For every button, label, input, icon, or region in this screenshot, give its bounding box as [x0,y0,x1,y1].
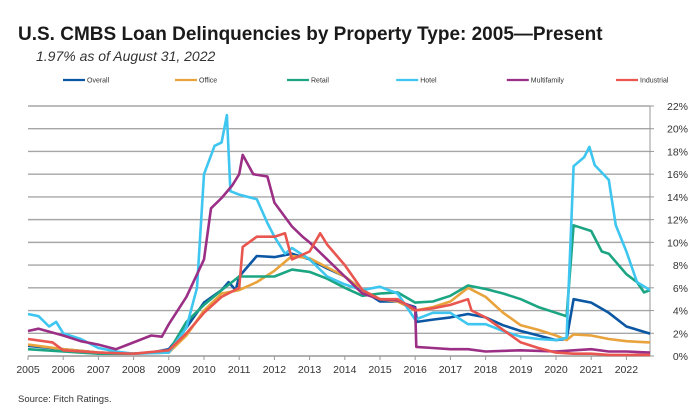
y-tick-label: 18% [667,146,688,158]
x-tick-label: 2015 [368,364,392,376]
legend-label-retail: Retail [311,78,329,85]
y-tick-label: 2% [673,328,688,340]
legend: Overall Office Retail Hotel Multifamily Indus… [63,78,669,85]
x-tick-label: 2014 [333,364,357,376]
x-tick-label: 2005 [16,364,40,376]
x-tick-label: 2007 [87,364,111,376]
legend-label-hotel: Hotel [420,78,437,85]
series-line-industrial [27,232,650,357]
y-tick-label: 22% [667,101,688,113]
legend-label-overall: Overall [87,78,110,85]
chart-subtitle: 1.97% as of August 31, 2022 [36,48,215,64]
chart-title: U.S. CMBS Loan Delinquencies by Property… [18,24,603,45]
x-tick-label: 2016 [404,364,428,376]
y-tick-label: 20% [667,124,688,136]
y-tick-label: 0% [673,351,688,363]
x-tick-label: 2008 [122,364,146,376]
x-tick-label: 2011 [228,364,251,376]
y-tick-label: 16% [667,169,688,181]
x-tick-label: 2020 [544,364,568,376]
y-tick-label: 12% [667,215,688,227]
x-tick-label: 2012 [263,364,287,376]
source-note: Source: Fitch Ratings. [18,394,111,405]
x-tick-label: 2013 [298,364,322,376]
x-tick-label: 2009 [157,364,181,376]
y-tick-label: 10% [667,237,688,249]
series-lines [27,113,651,357]
y-tick-label: 8% [673,260,688,272]
x-tick-label: 2017 [439,364,463,376]
x-tick-label: 2021 [580,364,604,376]
legend-label-industrial: Industrial [640,78,669,85]
x-axis: 2005 2006 2007 2008 2009 2010 2011 2012 2013 2014… [16,356,638,376]
y-tick-label: 4% [673,306,688,318]
x-tick-label: 2019 [509,364,533,376]
x-tick-label: 2010 [192,364,216,376]
y-tick-label: 14% [667,192,688,204]
y-tick-label: 6% [673,283,688,295]
x-tick-label: 2006 [52,364,76,376]
series-line-retail [27,224,651,355]
y-axis: 0% 2% 4% 6% 8% 10% 12% 14% 16% 18% 20% 22% [649,101,688,363]
series-line-multifamily [27,153,651,354]
x-tick-label: 2022 [615,364,639,376]
legend-label-office: Office [199,78,217,85]
legend-label-multifamily: Multifamily [531,78,565,85]
gridlines [28,105,650,357]
x-tick-label: 2018 [474,364,498,376]
